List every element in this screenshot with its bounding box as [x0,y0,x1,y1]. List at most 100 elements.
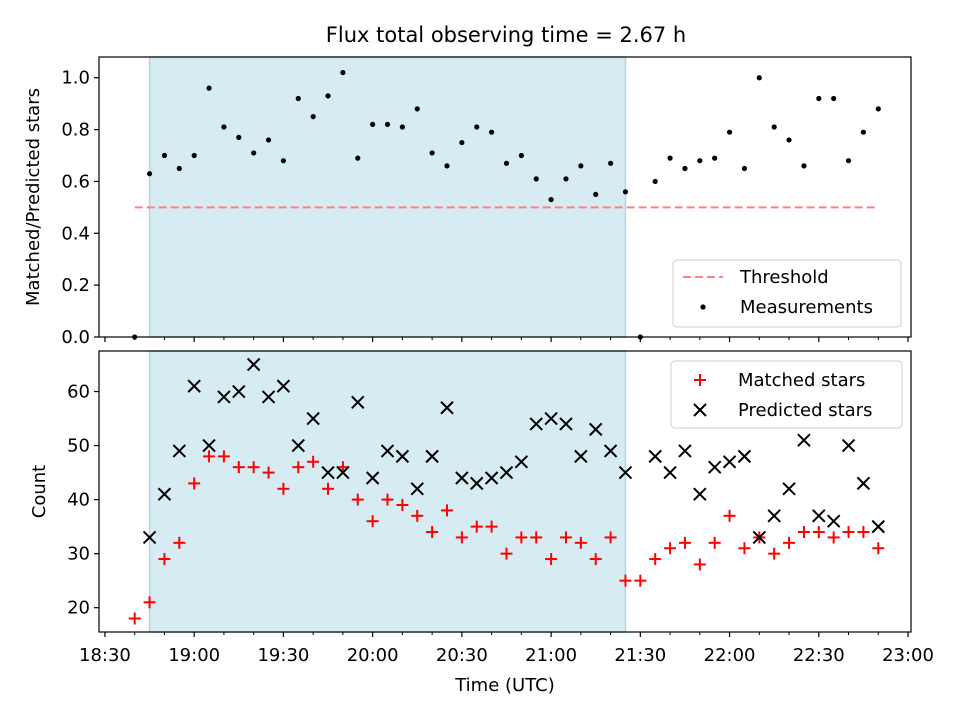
matched-stars-point [664,542,677,555]
matched-stars-point [217,450,230,463]
matched-stars-point [723,509,736,522]
predicted-stars-point [172,444,187,458]
matched-stars-point [827,531,840,544]
predicted-stars-point [603,444,618,458]
axes-frame [98,350,912,633]
y-axis-label: Count [29,465,50,518]
predicted-stars-point [871,519,885,534]
legend: Threshold Measurements [672,259,902,328]
matched-stars-point [797,526,810,539]
matched-stars-point [158,553,171,566]
matched-stars-point [232,461,245,474]
matched-stars-point [247,461,260,474]
matched-stars-point [857,526,870,539]
matched-stars-point [262,466,275,479]
measurement-point [295,95,301,102]
x-tick-label: 22:30 [793,645,845,666]
measurement-point [474,124,480,130]
predicted-stars-point [410,482,424,496]
measurement-point [593,191,599,198]
predicted-stars-point [380,444,395,458]
matched-stars-point [559,531,572,544]
predicted-stars-point [826,514,841,528]
y-tick-label: 0.6 [61,171,90,192]
measurement-point [444,163,450,169]
predicted-stars-point [365,471,380,485]
predicted-stars-point [663,465,677,480]
measurement-point [756,75,762,81]
matched-stars-point [396,499,409,512]
x-tick-label: 19:00 [168,645,220,666]
matched-stars-point [455,531,468,544]
bottom-panel: 20 30 40 50 60 18:30 19:00 19:30 20:00 20:30 21:00… [29,350,934,696]
measurement-point [607,160,614,166]
matched-stars-point [842,526,855,539]
y-tick-label: 0.0 [61,327,90,348]
predicted-stars-point [351,395,365,410]
matched-stars-point [307,455,320,468]
measurement-point [161,152,168,159]
matched-stars-point [188,477,201,490]
y-tick-label: 1.0 [61,68,90,89]
predicted-stars-point [797,433,811,447]
measurement-point [429,150,435,156]
predicted-stars-point [722,455,737,469]
y-tick-label: 30 [67,544,90,565]
measurement-point [622,189,629,195]
measurement-point [459,139,465,146]
predicted-stars-point [514,455,529,469]
matched-stars-point [426,526,439,539]
y-axis-label: Matched/Predicted stars [23,88,44,306]
measurement-point [771,124,777,130]
matched-stars-point [470,520,483,533]
predicted-stars-point [618,465,633,480]
predicted-stars-point [470,476,484,491]
matched-stars-point [589,553,602,566]
matched-stars-point [485,520,498,533]
x-tick-label: 21:00 [525,645,577,666]
legend-predicted-label: Predicted stars [738,400,872,421]
predicted-stars-point [306,411,320,426]
chart-title: Flux total observing time = 2.67 h [326,23,686,47]
predicted-stars-point [678,444,692,458]
x-tick-label: 22:00 [704,645,756,666]
predicted-stars-point [529,417,543,431]
measurement-point [236,134,242,140]
matched-stars-point [366,515,379,528]
matched-stars-point [173,536,186,549]
measurement-point [697,158,703,164]
legend: Matched stars Predicted stars [670,360,903,429]
measurement-point [414,106,420,112]
measurement-point [399,124,405,130]
legend-box [672,259,902,328]
predicted-stars-point [321,465,335,480]
measurement-point [518,152,524,159]
matched-stars-point [500,547,513,560]
matched-stars-point [604,531,617,544]
predicted-stars-point [187,379,201,393]
measurement-point [191,152,197,159]
measurement-point [786,137,792,143]
axes-frame [98,56,912,338]
measurement-point [860,129,867,135]
predicted-stars-point [425,449,439,464]
measurement-point [489,129,495,135]
matched-stars-point [381,493,394,506]
legend-box [670,360,903,429]
matched-stars-point [738,542,751,555]
matched-stars-point [322,482,335,495]
predicted-stars-point [841,438,856,453]
matched-stars-point [128,612,141,625]
matched-stars-point [574,536,587,549]
measurement-point [310,114,316,120]
predicted-stars-point [291,438,305,453]
predicted-stars-point [544,411,558,426]
measurement-point [503,160,510,166]
matched-stars-point [411,509,424,522]
matched-stars-point [634,574,647,587]
predicted-stars-point [737,449,752,464]
measurement-point [206,85,212,91]
legend-predicted-swatch [693,403,707,417]
measurement-point [563,176,569,182]
x-axis-label: Time (UTC) [454,675,555,696]
